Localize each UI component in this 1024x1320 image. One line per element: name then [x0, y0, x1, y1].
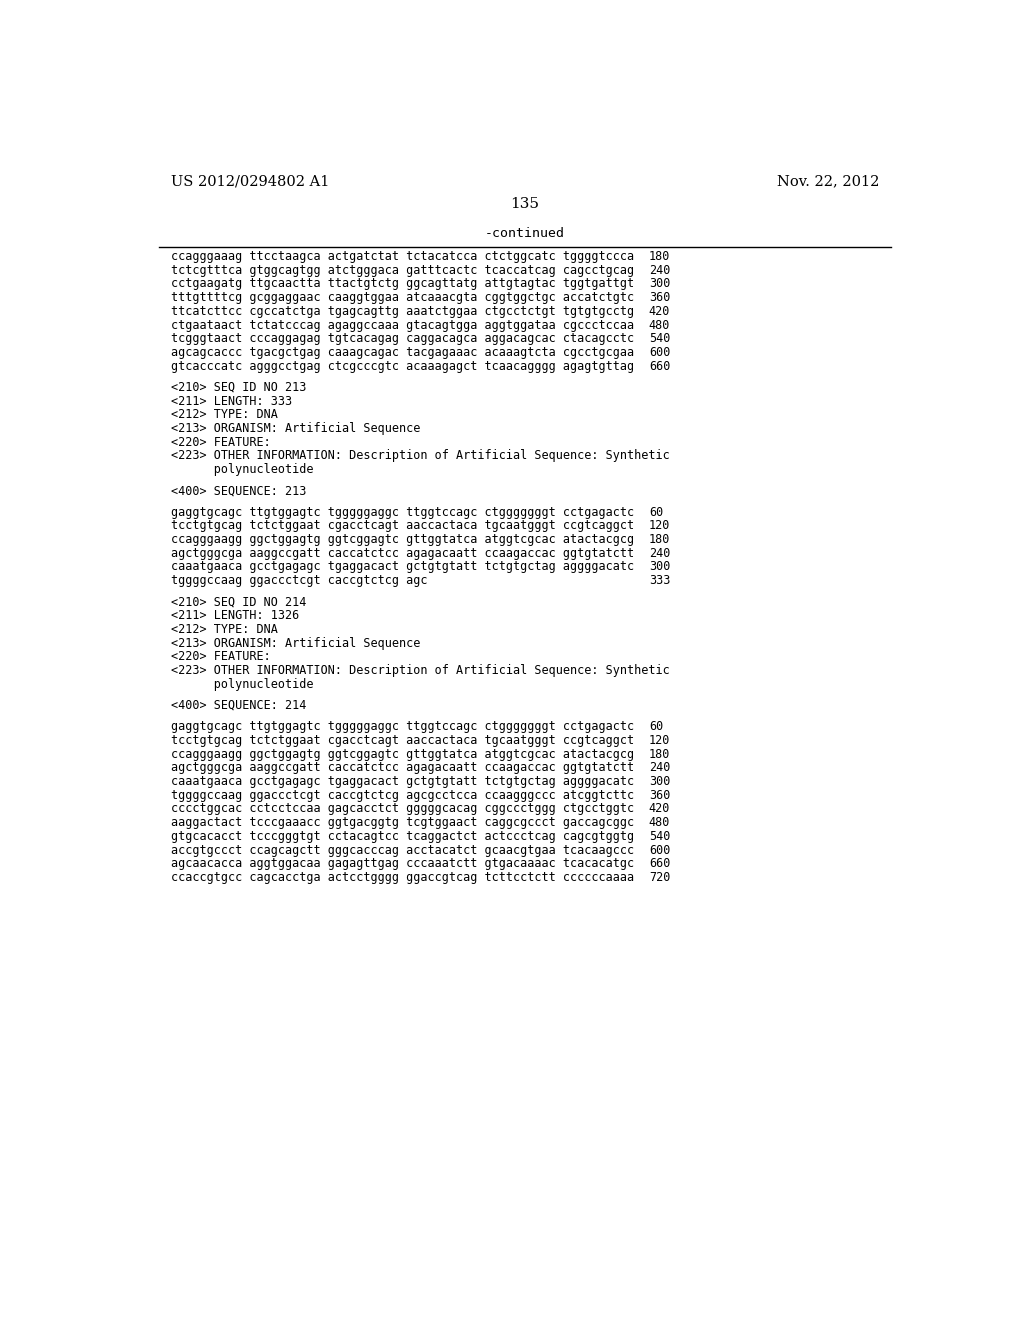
Text: tttgttttcg gcggaggaac caaggtggaa atcaaacgta cggtggctgc accatctgtc: tttgttttcg gcggaggaac caaggtggaa atcaaac…: [171, 292, 634, 304]
Text: 480: 480: [649, 318, 670, 331]
Text: 180: 180: [649, 747, 670, 760]
Text: 120: 120: [649, 519, 670, 532]
Text: 180: 180: [649, 249, 670, 263]
Text: 660: 660: [649, 359, 670, 372]
Text: polynucleotide: polynucleotide: [171, 463, 313, 477]
Text: ccaccgtgcc cagcacctga actcctgggg ggaccgtcag tcttcctctt ccccccaaaa: ccaccgtgcc cagcacctga actcctgggg ggaccgt…: [171, 871, 634, 884]
Text: -continued: -continued: [484, 227, 565, 240]
Text: <220> FEATURE:: <220> FEATURE:: [171, 651, 270, 663]
Text: <212> TYPE: DNA: <212> TYPE: DNA: [171, 408, 278, 421]
Text: <223> OTHER INFORMATION: Description of Artificial Sequence: Synthetic: <223> OTHER INFORMATION: Description of …: [171, 450, 670, 462]
Text: agcaacacca aggtggacaa gagagttgag cccaaatctt gtgacaaaac tcacacatgc: agcaacacca aggtggacaa gagagttgag cccaaat…: [171, 857, 634, 870]
Text: 240: 240: [649, 762, 670, 775]
Text: gaggtgcagc ttgtggagtc tgggggaggc ttggtccagc ctgggggggt cctgagactc: gaggtgcagc ttgtggagtc tgggggaggc ttggtcc…: [171, 506, 634, 519]
Text: 300: 300: [649, 775, 670, 788]
Text: tggggccaag ggaccctcgt caccgtctcg agcgcctcca ccaagggccc atcggtcttc: tggggccaag ggaccctcgt caccgtctcg agcgcct…: [171, 788, 634, 801]
Text: tggggccaag ggaccctcgt caccgtctcg agc: tggggccaag ggaccctcgt caccgtctcg agc: [171, 574, 427, 587]
Text: tcctgtgcag tctctggaat cgacctcagt aaccactaca tgcaatgggt ccgtcaggct: tcctgtgcag tctctggaat cgacctcagt aaccact…: [171, 734, 634, 747]
Text: cctgaagatg ttgcaactta ttactgtctg ggcagttatg attgtagtac tggtgattgt: cctgaagatg ttgcaactta ttactgtctg ggcagtt…: [171, 277, 634, 290]
Text: <210> SEQ ID NO 214: <210> SEQ ID NO 214: [171, 595, 306, 609]
Text: <400> SEQUENCE: 214: <400> SEQUENCE: 214: [171, 698, 306, 711]
Text: 333: 333: [649, 574, 670, 587]
Text: agctgggcga aaggccgatt caccatctcc agagacaatt ccaagaccac ggtgtatctt: agctgggcga aaggccgatt caccatctcc agagaca…: [171, 762, 634, 775]
Text: Nov. 22, 2012: Nov. 22, 2012: [776, 174, 879, 189]
Text: 300: 300: [649, 561, 670, 573]
Text: 600: 600: [649, 843, 670, 857]
Text: caaatgaaca gcctgagagc tgaggacact gctgtgtatt tctgtgctag aggggacatc: caaatgaaca gcctgagagc tgaggacact gctgtgt…: [171, 561, 634, 573]
Text: gtgcacacct tcccgggtgt cctacagtcc tcaggactct actccctcag cagcgtggtg: gtgcacacct tcccgggtgt cctacagtcc tcaggac…: [171, 830, 634, 842]
Text: 480: 480: [649, 816, 670, 829]
Text: <211> LENGTH: 1326: <211> LENGTH: 1326: [171, 609, 299, 622]
Text: 240: 240: [649, 264, 670, 277]
Text: ctgaataact tctatcccag agaggccaaa gtacagtgga aggtggataa cgccctccaa: ctgaataact tctatcccag agaggccaaa gtacagt…: [171, 318, 634, 331]
Text: <220> FEATURE:: <220> FEATURE:: [171, 436, 270, 449]
Text: <223> OTHER INFORMATION: Description of Artificial Sequence: Synthetic: <223> OTHER INFORMATION: Description of …: [171, 664, 670, 677]
Text: 300: 300: [649, 277, 670, 290]
Text: gtcacccatc agggcctgag ctcgcccgtc acaaagagct tcaacagggg agagtgttag: gtcacccatc agggcctgag ctcgcccgtc acaaaga…: [171, 359, 634, 372]
Text: US 2012/0294802 A1: US 2012/0294802 A1: [171, 174, 329, 189]
Text: ccagggaaag ttcctaagca actgatctat tctacatcca ctctggcatc tggggtccca: ccagggaaag ttcctaagca actgatctat tctacat…: [171, 249, 634, 263]
Text: 240: 240: [649, 546, 670, 560]
Text: tcctgtgcag tctctggaat cgacctcagt aaccactaca tgcaatgggt ccgtcaggct: tcctgtgcag tctctggaat cgacctcagt aaccact…: [171, 519, 634, 532]
Text: 60: 60: [649, 721, 664, 733]
Text: <213> ORGANISM: Artificial Sequence: <213> ORGANISM: Artificial Sequence: [171, 636, 420, 649]
Text: ccagggaagg ggctggagtg ggtcggagtc gttggtatca atggtcgcac atactacgcg: ccagggaagg ggctggagtg ggtcggagtc gttggta…: [171, 747, 634, 760]
Text: gaggtgcagc ttgtggagtc tgggggaggc ttggtccagc ctgggggggt cctgagactc: gaggtgcagc ttgtggagtc tgggggaggc ttggtcc…: [171, 721, 634, 733]
Text: 600: 600: [649, 346, 670, 359]
Text: 360: 360: [649, 292, 670, 304]
Text: aaggactact tcccgaaacc ggtgacggtg tcgtggaact caggcgccct gaccagcggc: aaggactact tcccgaaacc ggtgacggtg tcgtgga…: [171, 816, 634, 829]
Text: 180: 180: [649, 533, 670, 546]
Text: cccctggcac cctcctccaa gagcacctct gggggcacag cggccctggg ctgcctggtc: cccctggcac cctcctccaa gagcacctct gggggca…: [171, 803, 634, 816]
Text: 420: 420: [649, 305, 670, 318]
Text: 540: 540: [649, 333, 670, 346]
Text: <400> SEQUENCE: 213: <400> SEQUENCE: 213: [171, 484, 306, 498]
Text: tctcgtttca gtggcagtgg atctgggaca gatttcactc tcaccatcag cagcctgcag: tctcgtttca gtggcagtgg atctgggaca gatttca…: [171, 264, 634, 277]
Text: 660: 660: [649, 857, 670, 870]
Text: 120: 120: [649, 734, 670, 747]
Text: 60: 60: [649, 506, 664, 519]
Text: agctgggcga aaggccgatt caccatctcc agagacaatt ccaagaccac ggtgtatctt: agctgggcga aaggccgatt caccatctcc agagaca…: [171, 546, 634, 560]
Text: <210> SEQ ID NO 213: <210> SEQ ID NO 213: [171, 381, 306, 393]
Text: 540: 540: [649, 830, 670, 842]
Text: <212> TYPE: DNA: <212> TYPE: DNA: [171, 623, 278, 636]
Text: <213> ORGANISM: Artificial Sequence: <213> ORGANISM: Artificial Sequence: [171, 422, 420, 436]
Text: 420: 420: [649, 803, 670, 816]
Text: accgtgccct ccagcagctt gggcacccag acctacatct gcaacgtgaa tcacaagccc: accgtgccct ccagcagctt gggcacccag acctaca…: [171, 843, 634, 857]
Text: polynucleotide: polynucleotide: [171, 677, 313, 690]
Text: 135: 135: [510, 198, 540, 211]
Text: 720: 720: [649, 871, 670, 884]
Text: <211> LENGTH: 333: <211> LENGTH: 333: [171, 395, 292, 408]
Text: ccagggaagg ggctggagtg ggtcggagtc gttggtatca atggtcgcac atactacgcg: ccagggaagg ggctggagtg ggtcggagtc gttggta…: [171, 533, 634, 546]
Text: agcagcaccc tgacgctgag caaagcagac tacgagaaac acaaagtcta cgcctgcgaa: agcagcaccc tgacgctgag caaagcagac tacgaga…: [171, 346, 634, 359]
Text: ttcatcttcc cgccatctga tgagcagttg aaatctggaa ctgcctctgt tgtgtgcctg: ttcatcttcc cgccatctga tgagcagttg aaatctg…: [171, 305, 634, 318]
Text: tcgggtaact cccaggagag tgtcacagag caggacagca aggacagcac ctacagcctc: tcgggtaact cccaggagag tgtcacagag caggaca…: [171, 333, 634, 346]
Text: caaatgaaca gcctgagagc tgaggacact gctgtgtatt tctgtgctag aggggacatc: caaatgaaca gcctgagagc tgaggacact gctgtgt…: [171, 775, 634, 788]
Text: 360: 360: [649, 788, 670, 801]
